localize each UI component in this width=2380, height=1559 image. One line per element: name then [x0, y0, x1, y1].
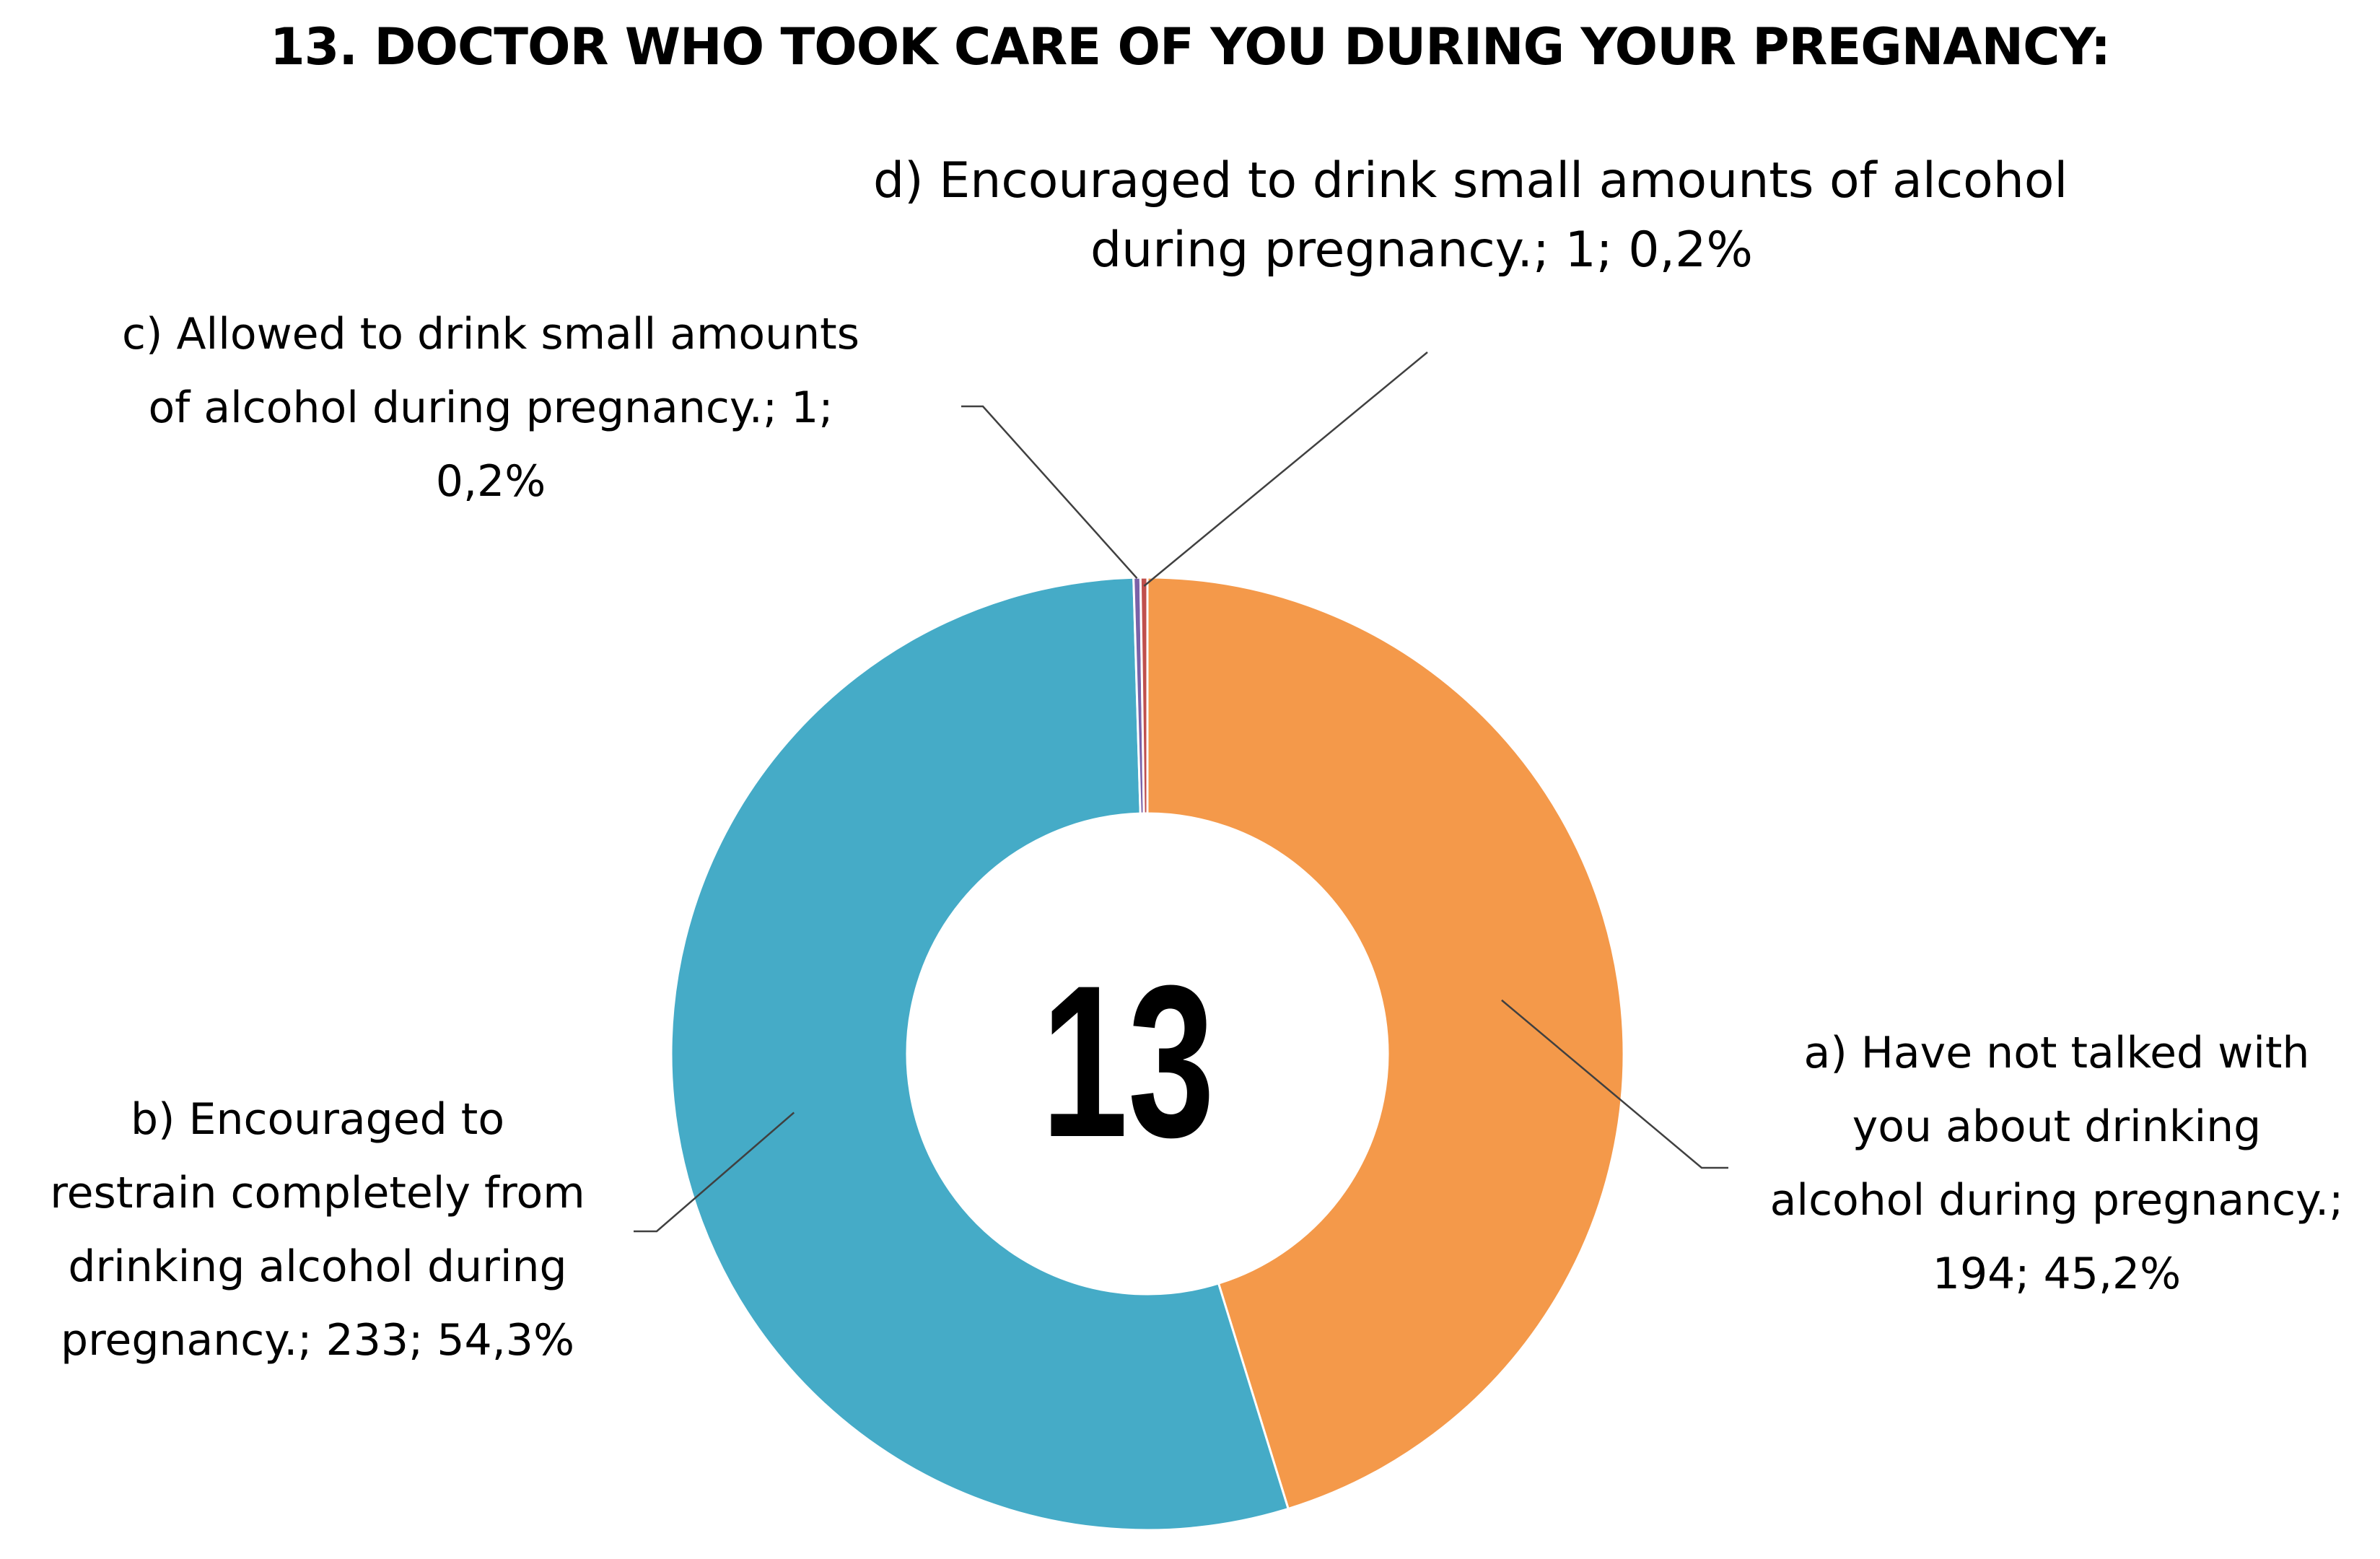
data-label-c-line: c) Allowed to drink small amounts [122, 309, 859, 359]
chart-title: 13. DOCTOR WHO TOOK CARE OF YOU DURING Y… [269, 17, 2111, 77]
data-label-b: b) Encouraged to restrain completely fro… [0, 1083, 635, 1377]
leader-line-d [1143, 351, 1428, 587]
data-label-b-line: b) Encouraged to [130, 1094, 505, 1145]
slice-d [1139, 576, 1149, 815]
slice-b [670, 576, 1290, 1532]
data-label-a-line: alcohol during pregnancy.; [1769, 1175, 2344, 1226]
leader-lines [634, 351, 1728, 1233]
data-label-d-line: during pregnancy.; 1; 0,2% [1090, 222, 1754, 279]
data-label-a-line: you about drinking [1852, 1101, 2262, 1152]
data-label-c: c) Allowed to drink small amounts of alc… [72, 297, 909, 518]
center-number: 13 [1041, 940, 1215, 1182]
data-label-b-line: drinking alcohol during [68, 1241, 567, 1292]
data-label-d-line: d) Encouraged to drink small amounts of … [873, 152, 2068, 209]
data-label-a-line: a) Have not talked with [1803, 1028, 2310, 1078]
slices-layer [670, 576, 1625, 1532]
data-label-b-line: pregnancy.; 233; 54,3% [61, 1315, 574, 1366]
data-label-d: d) Encouraged to drink small amounts of … [873, 147, 2068, 285]
leader-line-a [1501, 999, 1728, 1169]
leader-line-c [961, 405, 1138, 579]
slice-a [1146, 576, 1625, 1511]
data-label-b-line: restrain completely from [50, 1168, 585, 1218]
data-label-c-line: of alcohol during pregnancy.; 1; [148, 383, 834, 433]
data-label-a: a) Have not talked with you about drinki… [1732, 1016, 2380, 1311]
leader-line-b [634, 1112, 795, 1233]
data-label-c-line: 0,2% [435, 456, 546, 507]
data-label-a-line: 194; 45,2% [1932, 1249, 2182, 1299]
